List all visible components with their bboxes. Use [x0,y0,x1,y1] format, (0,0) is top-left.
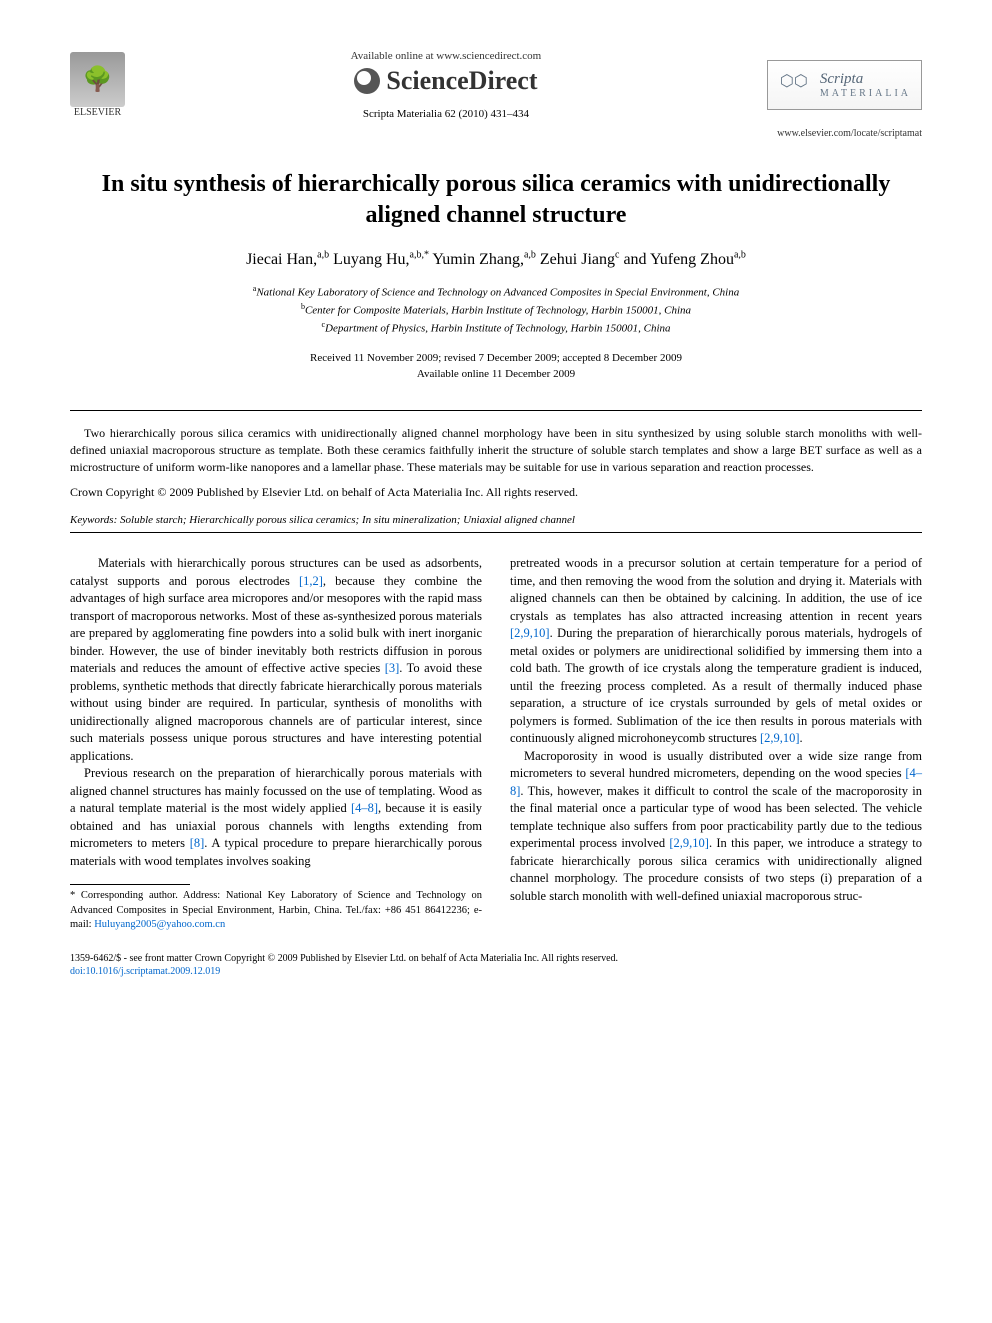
page-header: 🌳 ELSEVIER Available online at www.scien… [70,50,922,120]
footnote-email-link[interactable]: Huluyang2005@yahoo.com.cn [94,919,225,930]
footer-copyright: 1359-6462/$ - see front matter Crown Cop… [70,952,922,966]
author: Jiecai Han,a,b [246,251,329,268]
center-header: Available online at www.sciencedirect.co… [125,50,767,120]
article-title: In situ synthesis of hierarchically poro… [70,169,922,231]
journal-logo: Scripta MATERIALIA [767,60,922,110]
author: Luyang Hu,a,b,* [333,251,429,268]
authors-line: Jiecai Han,a,b Luyang Hu,a,b,* Yumin Zha… [70,249,922,268]
journal-logo-block: Scripta MATERIALIA [767,60,922,110]
keywords-line: Keywords: Soluble starch; Hierarchically… [70,514,922,526]
citation-link[interactable]: [2,9,10] [510,626,550,640]
keywords-label: Keywords: [70,514,117,526]
author: Zehui Jiangc [540,251,620,268]
page-footer: 1359-6462/$ - see front matter Crown Cop… [70,952,922,979]
body-paragraph: pretreated woods in a precursor solution… [510,555,922,748]
body-paragraph: Materials with hierarchically porous str… [70,555,482,765]
keywords-text: Soluble starch; Hierarchically porous si… [117,514,575,526]
affiliation: bCenter for Composite Materials, Harbin … [70,301,922,319]
author: Yumin Zhang,a,b [432,251,536,268]
journal-name: Scripta [820,71,911,88]
body-columns: Materials with hierarchically porous str… [70,555,922,932]
citation-link[interactable]: [8] [190,836,205,850]
journal-url: www.elsevier.com/locate/scriptamat [70,128,922,139]
sciencedirect-icon [354,68,380,94]
dates-received: Received 11 November 2009; revised 7 Dec… [70,351,922,366]
footnote-divider [70,884,190,885]
body-paragraph: Previous research on the preparation of … [70,765,482,870]
divider-bottom [70,532,922,533]
journal-graphic-icon [778,67,814,103]
affiliation: cDepartment of Physics, Harbin Institute… [70,319,922,337]
column-left: Materials with hierarchically porous str… [70,555,482,932]
citation-link[interactable]: [4–8] [351,801,378,815]
affiliation: aNational Key Laboratory of Science and … [70,283,922,301]
affiliations: aNational Key Laboratory of Science and … [70,283,922,337]
dates-available: Available online 11 December 2009 [70,367,922,382]
citation-link[interactable]: [2,9,10] [669,836,709,850]
abstract-text: Two hierarchically porous silica ceramic… [70,425,922,475]
author: and Yufeng Zhoua,b [623,251,745,268]
publisher-logo: 🌳 ELSEVIER [70,52,125,118]
journal-name-sub: MATERIALIA [820,88,911,99]
divider-top [70,410,922,411]
platform-name: ScienceDirect [386,66,537,96]
platform-logo: ScienceDirect [354,66,537,96]
journal-reference: Scripta Materialia 62 (2010) 431–434 [363,108,529,120]
publication-dates: Received 11 November 2009; revised 7 Dec… [70,351,922,382]
available-online-text: Available online at www.sciencedirect.co… [351,50,542,62]
publisher-name: ELSEVIER [74,107,121,118]
corresponding-author-footnote: * Corresponding author. Address: Nationa… [70,889,482,932]
copyright-line: Crown Copyright © 2009 Published by Else… [70,485,922,500]
doi-link[interactable]: doi:10.1016/j.scriptamat.2009.12.019 [70,966,220,977]
elsevier-tree-icon: 🌳 [70,52,125,107]
body-paragraph: Macroporosity in wood is usually distrib… [510,748,922,906]
citation-link[interactable]: [2,9,10] [760,731,800,745]
citation-link[interactable]: [3] [385,661,400,675]
column-right: pretreated woods in a precursor solution… [510,555,922,932]
citation-link[interactable]: [1,2] [299,574,323,588]
